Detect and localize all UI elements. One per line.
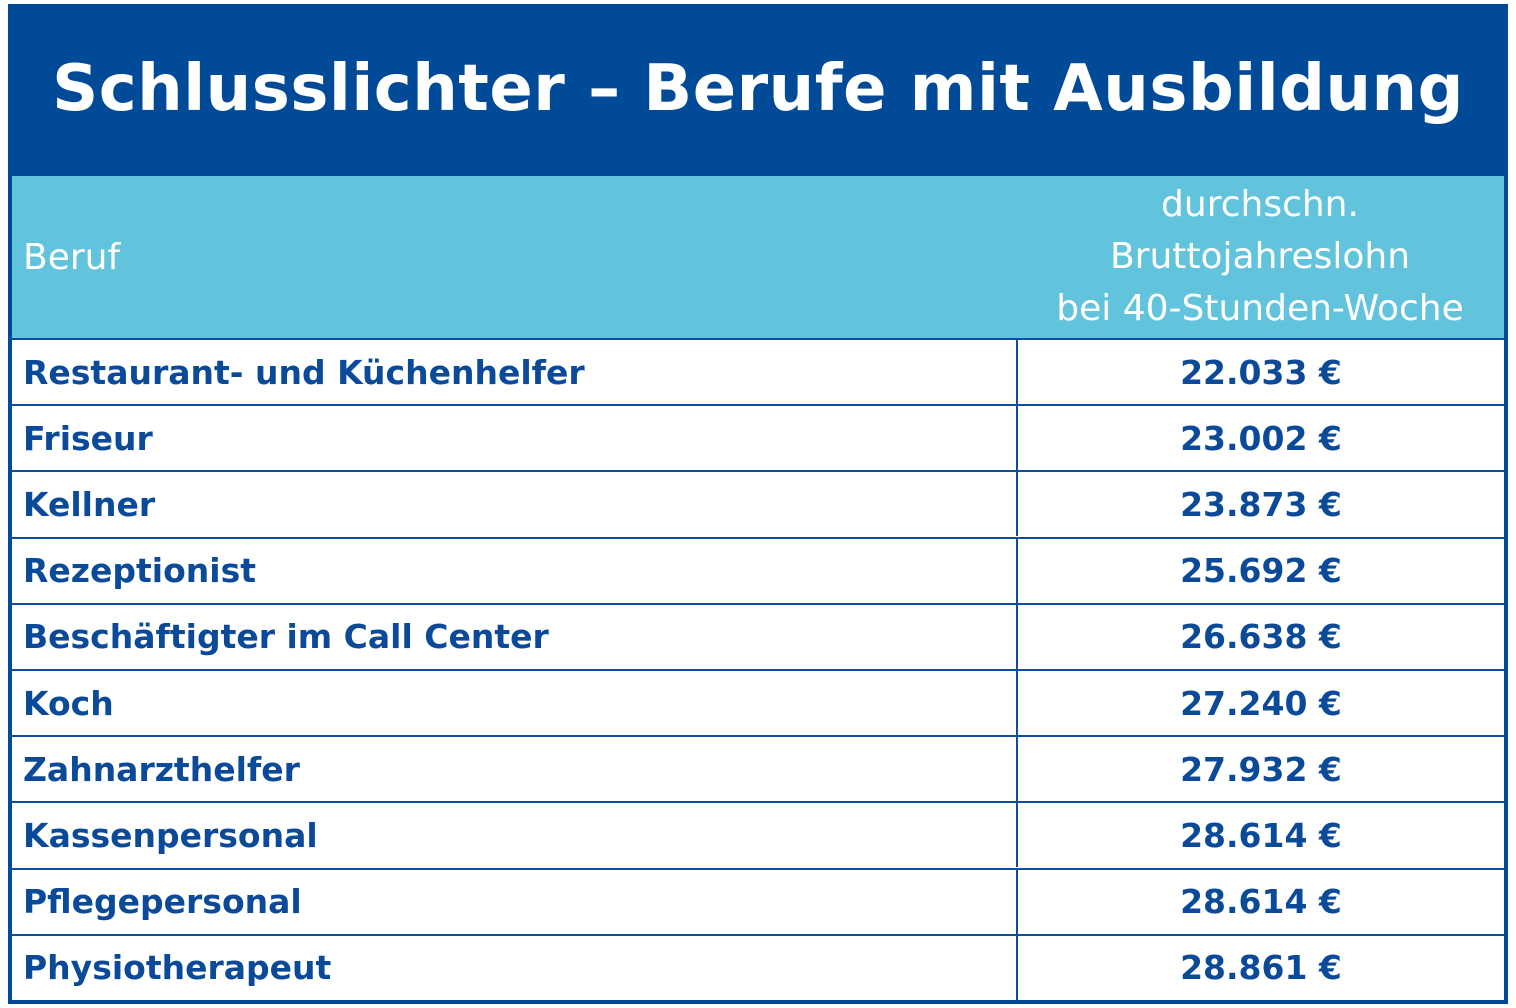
cell-lohn: 25.692 €: [1016, 538, 1504, 603]
table-row: Restaurant- und Küchenhelfer 22.033 €: [12, 338, 1504, 404]
table-row: Zahnarzthelfer 27.932 €: [12, 735, 1504, 802]
cell-beruf: Koch: [23, 683, 114, 723]
header-lohn-line-2: Bruttojahreslohn: [1109, 236, 1411, 277]
table-frame: Schlusslichter – Berufe mit Ausbildung B…: [8, 4, 1508, 1004]
cell-beruf: Pflegepersonal: [23, 882, 302, 922]
cell-beruf: Kellner: [23, 484, 156, 524]
header-lohn: durchschn. Bruttojahreslohn bei 40-Stund…: [1016, 176, 1504, 338]
table-row: Kassenpersonal 28.614 €: [12, 801, 1504, 868]
header-lohn-line-1: durchschn.: [1161, 184, 1359, 225]
cell-lohn: 23.873 €: [1016, 472, 1504, 537]
table-row: Physiotherapeut 28.861 €: [12, 933, 1504, 1000]
cell-beruf: Kassenpersonal: [23, 815, 318, 855]
chart-title: Schlusslichter – Berufe mit Ausbildung: [52, 52, 1464, 126]
table-row: Koch 27.240 €: [12, 669, 1504, 735]
cell-lohn: 23.002 €: [1016, 406, 1504, 471]
data-table: Beruf durchschn. Bruttojahreslohn bei 40…: [12, 176, 1504, 1000]
header-lohn-line-3: bei 40-Stunden-Woche: [1056, 288, 1464, 329]
table-row: Friseur 23.002 €: [12, 404, 1504, 471]
cell-beruf: Restaurant- und Küchenhelfer: [23, 352, 585, 392]
table-row: Rezeptionist 25.692 €: [12, 536, 1504, 603]
cell-beruf: Beschäftigter im Call Center: [23, 617, 549, 657]
cell-beruf: Zahnarzthelfer: [23, 749, 300, 789]
table-header: Beruf durchschn. Bruttojahreslohn bei 40…: [12, 176, 1504, 338]
cell-beruf: Friseur: [23, 418, 153, 458]
table-row: Pflegepersonal 28.614 €: [12, 867, 1504, 934]
table-row: Kellner 23.873 €: [12, 470, 1504, 537]
cell-beruf: Rezeptionist: [23, 551, 256, 591]
cell-beruf: Physiotherapeut: [23, 948, 332, 988]
cell-lohn: 22.033 €: [1016, 340, 1504, 404]
cell-lohn: 26.638 €: [1016, 604, 1504, 669]
header-beruf: Beruf: [23, 236, 121, 278]
table-row: Beschäftigter im Call Center 26.638 €: [12, 602, 1504, 669]
cell-lohn: 28.614 €: [1016, 803, 1504, 868]
cell-lohn: 28.614 €: [1016, 869, 1504, 934]
cell-lohn: 27.240 €: [1016, 671, 1504, 735]
cell-lohn: 28.861 €: [1016, 935, 1504, 1000]
cell-lohn: 27.932 €: [1016, 737, 1504, 802]
